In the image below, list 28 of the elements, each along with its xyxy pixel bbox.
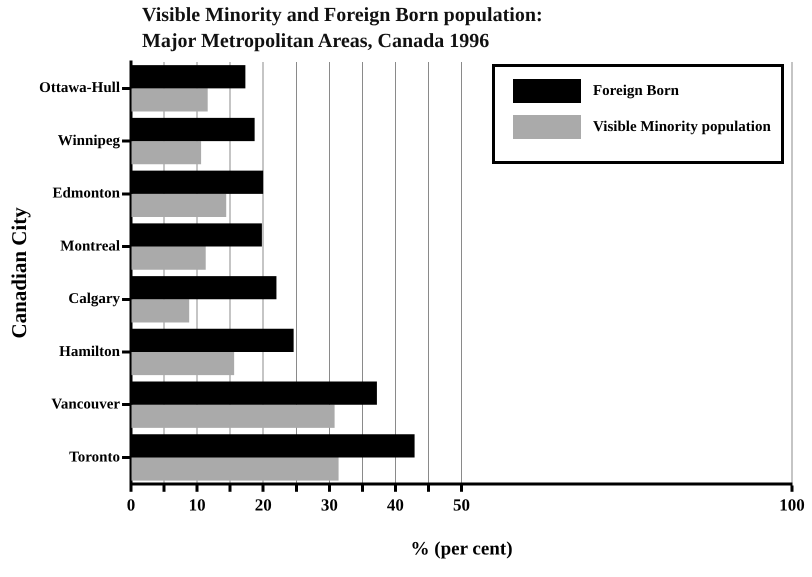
- x-tick-label: 10: [188, 495, 206, 514]
- y-tick-label: Toronto: [69, 449, 120, 466]
- y-axis-title: Canadian City: [7, 206, 32, 339]
- x-tick-label: 30: [320, 495, 338, 514]
- x-tick-label: 40: [386, 495, 404, 514]
- y-tick-label: Vancouver: [51, 396, 120, 413]
- x-tick-label: 100: [779, 495, 805, 514]
- bar: [132, 88, 208, 112]
- y-tick-label: Edmonton: [52, 186, 121, 202]
- x-axis-title: % (per cent): [410, 538, 513, 560]
- bar: [132, 404, 335, 428]
- y-tick-label: Winnipeg: [58, 132, 121, 149]
- y-tick-label: Montreal: [60, 238, 120, 254]
- legend-label: Visible Minority population: [593, 118, 771, 136]
- y-tick-label: Hamilton: [59, 344, 121, 360]
- bar: [132, 457, 339, 481]
- bar: [132, 194, 226, 218]
- x-tick-label: 20: [254, 495, 272, 514]
- chart-title: Visible Minority and Foreign Born population: Major Metropolitan Areas, Canada 1996: [142, 3, 543, 54]
- x-tick-label: 50: [453, 495, 470, 514]
- x-tick-label: 0: [126, 495, 136, 514]
- bar: [132, 141, 202, 164]
- bar: [132, 352, 234, 376]
- bar: [132, 299, 190, 322]
- y-tick-label: Ottawa-Hull: [39, 80, 120, 96]
- y-tick-label: Calgary: [68, 291, 121, 308]
- bar: [132, 246, 206, 270]
- legend-label: Foreign Born: [593, 82, 679, 100]
